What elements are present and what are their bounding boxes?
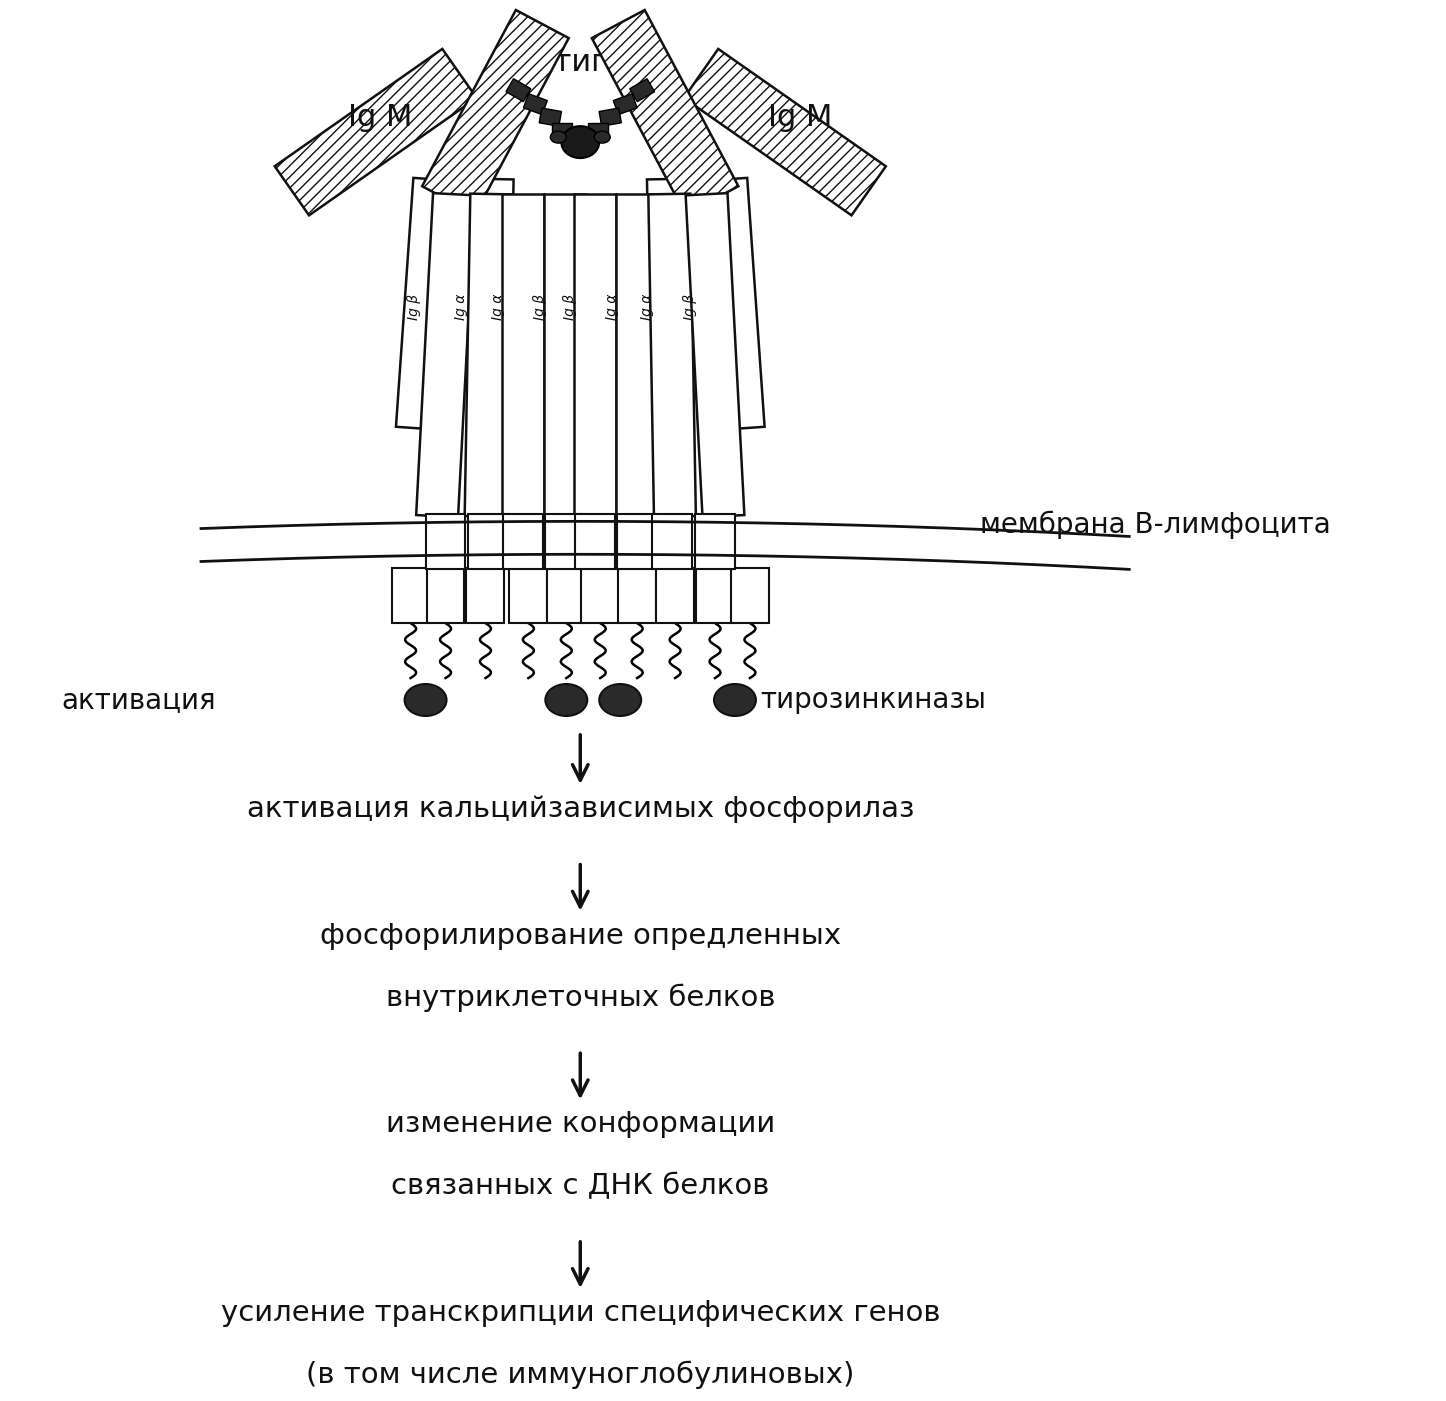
Text: внутриклеточных белков: внутриклеточных белков: [386, 984, 775, 1012]
Text: Ig M: Ig M: [768, 102, 831, 132]
Polygon shape: [630, 78, 655, 102]
Ellipse shape: [599, 684, 641, 716]
Polygon shape: [464, 193, 512, 517]
Text: Ig α: Ig α: [641, 294, 654, 319]
Text: изменение конформации: изменение конформации: [386, 1110, 775, 1138]
Bar: [656, 569, 694, 623]
Bar: [545, 514, 586, 569]
Polygon shape: [552, 123, 573, 137]
Text: антиген: антиген: [515, 48, 646, 77]
Bar: [732, 569, 769, 623]
Text: активация кальцийзависимых фосфорилаз: активация кальцийзависимых фосфорилаз: [246, 794, 914, 822]
Polygon shape: [523, 94, 547, 115]
Text: Ig α: Ig α: [606, 294, 619, 319]
Text: Ig β: Ig β: [406, 294, 421, 319]
Polygon shape: [539, 108, 561, 126]
Bar: [427, 569, 464, 623]
Polygon shape: [275, 49, 477, 216]
Text: (в том числе иммуноглобулиновых): (в том числе иммуноглобулиновых): [307, 1360, 855, 1390]
Ellipse shape: [714, 684, 756, 716]
Ellipse shape: [561, 126, 599, 158]
Ellipse shape: [545, 684, 587, 716]
Bar: [619, 569, 656, 623]
Polygon shape: [684, 49, 886, 216]
Polygon shape: [589, 123, 609, 137]
Text: Ig β: Ig β: [683, 294, 697, 319]
Bar: [469, 514, 509, 569]
Bar: [581, 569, 619, 623]
Bar: [503, 514, 544, 569]
Polygon shape: [646, 179, 693, 429]
Ellipse shape: [551, 132, 567, 143]
Text: Ig β: Ig β: [564, 294, 577, 319]
Bar: [509, 569, 548, 623]
Bar: [392, 569, 429, 623]
Polygon shape: [574, 193, 616, 517]
Text: Ig α: Ig α: [454, 294, 467, 319]
Polygon shape: [544, 193, 586, 517]
Polygon shape: [648, 193, 696, 517]
Text: Ig β: Ig β: [534, 294, 548, 319]
Bar: [617, 514, 656, 569]
Text: мембрана В-лимфоцита: мембрана В-лимфоцита: [979, 510, 1330, 538]
Text: усиление транскрипции специфических генов: усиление транскрипции специфических гено…: [221, 1299, 940, 1327]
Text: фосфорилирование опредленных: фосфорилирование опредленных: [320, 922, 840, 950]
Text: связанных с ДНК белков: связанных с ДНК белков: [390, 1173, 769, 1201]
Text: активация: активация: [61, 686, 215, 715]
Text: Ig M: Ig M: [348, 102, 414, 132]
Polygon shape: [613, 94, 638, 115]
Polygon shape: [422, 10, 568, 214]
Polygon shape: [591, 10, 739, 214]
Bar: [548, 569, 586, 623]
Bar: [652, 514, 693, 569]
Bar: [467, 569, 505, 623]
Bar: [576, 514, 615, 569]
Bar: [696, 514, 735, 569]
Text: Ig α: Ig α: [492, 294, 506, 319]
Ellipse shape: [405, 684, 447, 716]
Bar: [425, 514, 466, 569]
Polygon shape: [416, 193, 474, 517]
Polygon shape: [467, 179, 513, 429]
Polygon shape: [706, 178, 765, 430]
Polygon shape: [616, 193, 658, 517]
Polygon shape: [685, 193, 745, 517]
Polygon shape: [396, 178, 455, 430]
Bar: [696, 569, 735, 623]
Text: тирозинкиназы: тирозинкиназы: [761, 686, 986, 715]
Polygon shape: [502, 193, 544, 517]
Ellipse shape: [594, 132, 610, 143]
Polygon shape: [599, 108, 622, 126]
Polygon shape: [506, 78, 531, 102]
